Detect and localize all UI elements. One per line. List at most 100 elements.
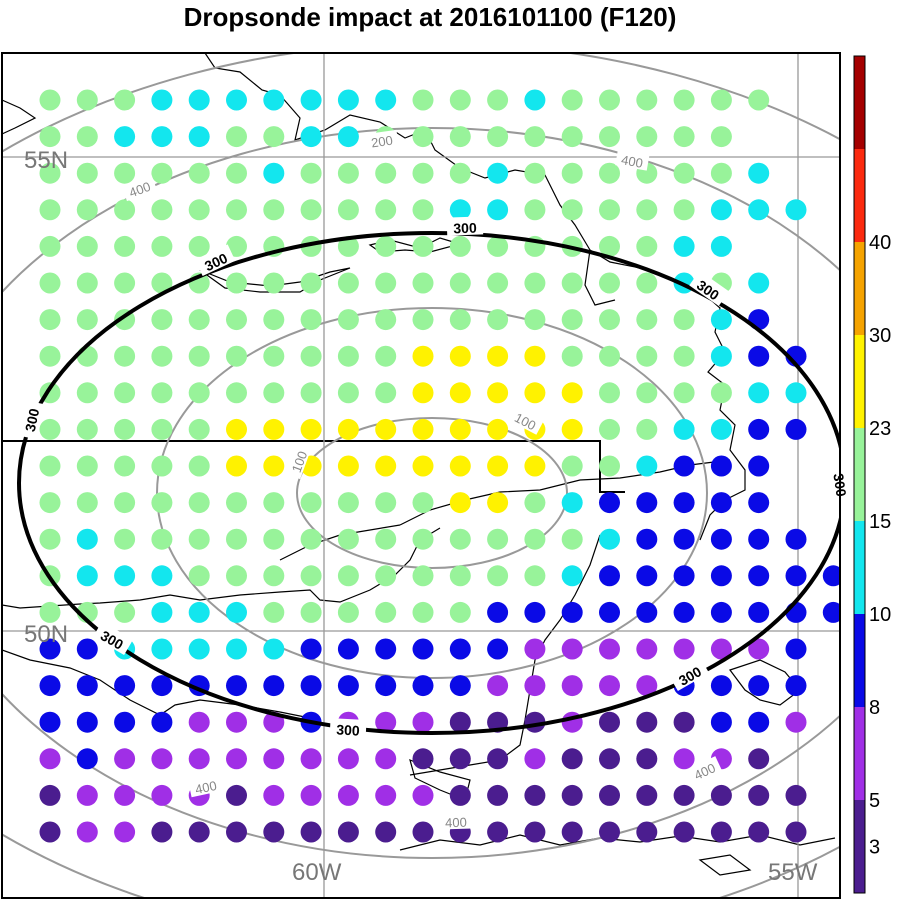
impact-dot bbox=[188, 528, 210, 550]
impact-dot bbox=[599, 418, 620, 440]
impact-dot bbox=[337, 272, 359, 294]
impact-dot bbox=[599, 784, 620, 806]
impact-dot bbox=[114, 345, 136, 367]
impact-dot bbox=[114, 272, 136, 294]
impact-dot bbox=[673, 638, 695, 660]
impact-dot bbox=[487, 382, 509, 404]
impact-dot bbox=[114, 675, 136, 697]
impact-dot bbox=[487, 126, 509, 148]
impact-dot bbox=[524, 126, 546, 148]
colorbar-segment bbox=[854, 614, 865, 707]
plot-frame bbox=[1, 52, 841, 899]
colorbar-segment bbox=[854, 521, 865, 614]
impact-dot bbox=[561, 528, 583, 550]
impact-dot bbox=[487, 418, 509, 440]
impact-dot bbox=[188, 455, 210, 477]
impact-dot bbox=[524, 162, 546, 184]
impact-dot bbox=[300, 162, 322, 184]
impact-dot bbox=[710, 309, 732, 331]
impact-dot bbox=[412, 126, 434, 148]
impact-dot bbox=[263, 784, 285, 806]
impact-dot bbox=[487, 455, 509, 477]
impact-dot bbox=[524, 309, 546, 331]
impact-dot bbox=[375, 235, 397, 257]
impact-dot bbox=[487, 272, 509, 294]
impact-dot bbox=[561, 418, 583, 440]
impact-dot bbox=[487, 528, 509, 550]
impact-dot bbox=[599, 309, 620, 331]
impact-dot bbox=[487, 601, 509, 623]
impact-dot bbox=[673, 235, 695, 257]
impact-dot bbox=[76, 455, 98, 477]
impact-dot bbox=[412, 601, 434, 623]
impact-dot bbox=[524, 382, 546, 404]
impact-dot bbox=[599, 711, 620, 733]
impact-dot bbox=[636, 784, 658, 806]
impact-dot bbox=[76, 492, 98, 514]
impact-dot bbox=[748, 711, 770, 733]
impact-dot bbox=[375, 601, 397, 623]
impact-dot bbox=[748, 748, 770, 770]
impact-dot bbox=[449, 711, 471, 733]
impact-dot bbox=[412, 89, 434, 111]
impact-dot bbox=[300, 199, 322, 221]
impact-dot bbox=[375, 345, 397, 367]
impact-dot bbox=[151, 418, 173, 440]
impact-dot bbox=[636, 638, 658, 660]
impact-dot bbox=[151, 675, 173, 697]
impact-dot bbox=[39, 89, 61, 111]
impact-dot bbox=[39, 821, 61, 843]
impact-dot bbox=[524, 601, 546, 623]
impact-dot bbox=[748, 492, 770, 514]
gridlines bbox=[2, 53, 840, 898]
impact-dot bbox=[76, 418, 98, 440]
impact-dot bbox=[710, 418, 732, 440]
impact-dot bbox=[524, 638, 546, 660]
impact-dot bbox=[412, 272, 434, 294]
impact-dot bbox=[188, 711, 210, 733]
impact-dot bbox=[449, 382, 471, 404]
impact-dot bbox=[337, 638, 359, 660]
impact-dot bbox=[748, 821, 770, 843]
impact-dot bbox=[300, 126, 322, 148]
impact-dot bbox=[748, 784, 770, 806]
impact-dot bbox=[673, 455, 695, 477]
colorbar-label: 15 bbox=[869, 511, 891, 533]
impact-dot bbox=[300, 418, 322, 440]
impact-dot bbox=[673, 418, 695, 440]
impact-dot bbox=[76, 382, 98, 404]
impact-dot bbox=[561, 748, 583, 770]
impact-dot bbox=[39, 748, 61, 770]
impact-dot bbox=[114, 565, 136, 587]
impact-dot bbox=[151, 748, 173, 770]
impact-dot bbox=[114, 235, 136, 257]
impact-dot bbox=[151, 272, 173, 294]
impact-dot bbox=[449, 748, 471, 770]
impact-dot bbox=[337, 235, 359, 257]
impact-dot bbox=[487, 199, 509, 221]
impact-dot bbox=[524, 345, 546, 367]
impact-dot bbox=[748, 418, 770, 440]
impact-dot bbox=[636, 235, 658, 257]
impact-dot bbox=[785, 675, 807, 697]
impact-dot bbox=[449, 675, 471, 697]
impact-dot bbox=[151, 345, 173, 367]
impact-dot bbox=[188, 89, 210, 111]
impact-dot bbox=[412, 455, 434, 477]
impact-dot bbox=[636, 382, 658, 404]
impact-dot bbox=[300, 492, 322, 514]
impact-dot bbox=[487, 309, 509, 331]
impact-dot bbox=[710, 601, 732, 623]
impact-dot bbox=[673, 309, 695, 331]
impact-dot bbox=[785, 418, 807, 440]
colorbar-label: 40 bbox=[869, 232, 891, 254]
impact-dot bbox=[561, 272, 583, 294]
impact-dot bbox=[226, 89, 247, 111]
impact-dot bbox=[487, 784, 509, 806]
impact-dot bbox=[337, 784, 359, 806]
impact-dot bbox=[151, 382, 173, 404]
impact-dot bbox=[710, 382, 732, 404]
impact-dot bbox=[114, 784, 136, 806]
impact-dot bbox=[337, 89, 359, 111]
impact-dot bbox=[39, 638, 61, 660]
